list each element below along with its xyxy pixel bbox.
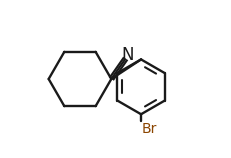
Text: N: N	[121, 46, 134, 64]
Text: Br: Br	[141, 122, 157, 136]
